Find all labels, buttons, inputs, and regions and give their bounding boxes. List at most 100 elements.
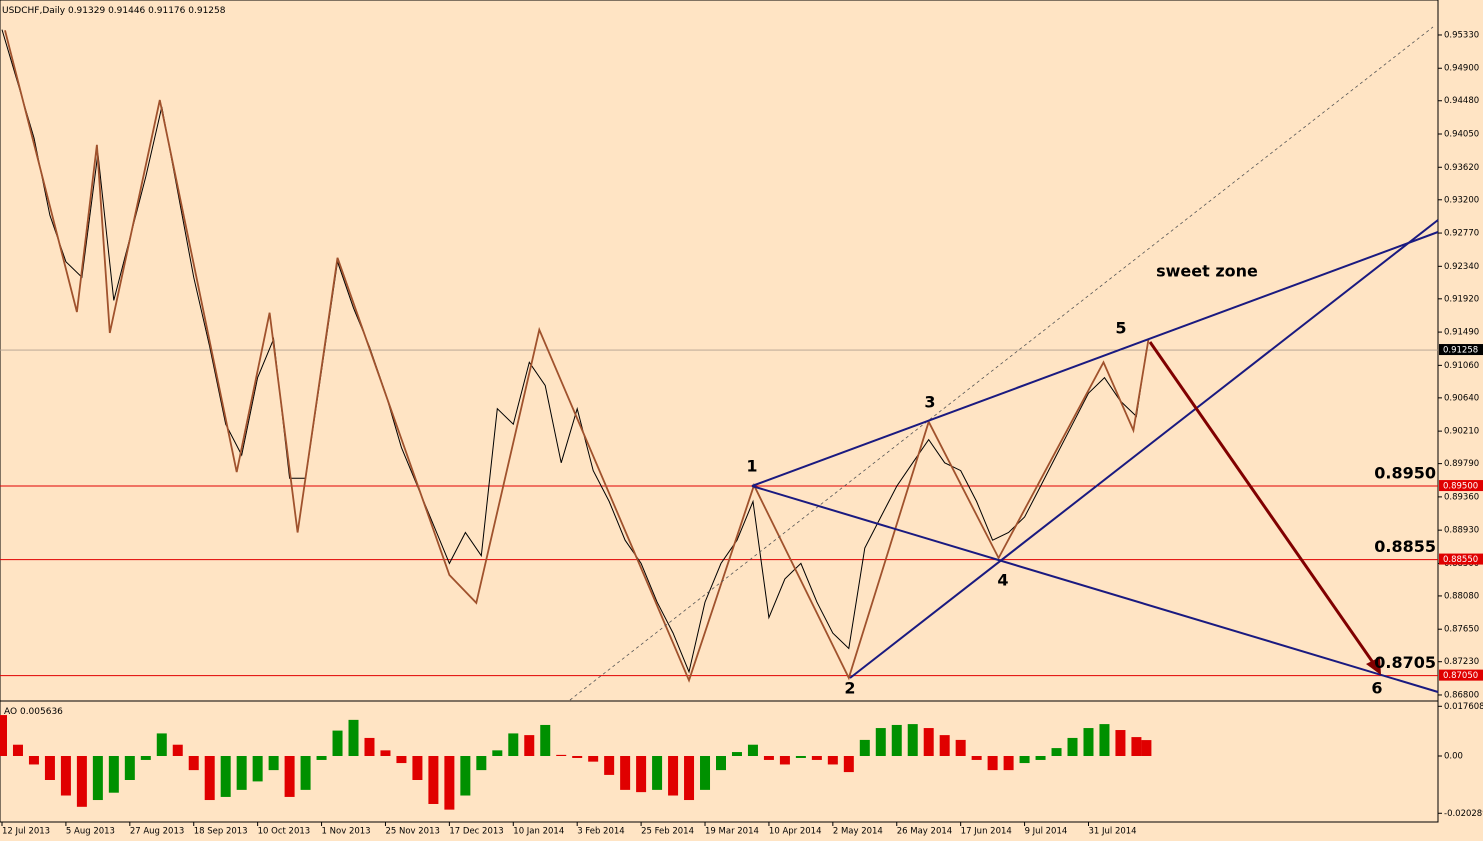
ao-bar [28, 756, 39, 765]
level-axis-label: 0.89500 [1443, 482, 1478, 492]
y-tick-label: 0.91920 [1444, 294, 1479, 304]
ao-bar [252, 756, 263, 782]
y-tick-label: 0.93620 [1444, 163, 1479, 173]
x-tick-label: 10 Apr 2014 [769, 827, 822, 837]
y-tick-label: -0.020289 [1444, 809, 1483, 819]
channel-line [849, 219, 1439, 679]
x-tick-label: 25 Feb 2014 [641, 827, 694, 837]
ao-bar [332, 730, 343, 757]
y-tick-label: 0.90210 [1444, 427, 1479, 437]
level-axis-box [1439, 553, 1483, 565]
plot-frame [0, 0, 1439, 823]
y-tick-label: 0.88930 [1444, 526, 1479, 536]
y-tick-label: 0.90640 [1444, 393, 1479, 403]
y-tick-label: 0.91490 [1444, 328, 1479, 338]
ao-bar [636, 756, 647, 793]
x-tick-label: 12 Jul 2013 [2, 827, 50, 837]
ao-bar [1067, 737, 1078, 757]
ao-bar [140, 756, 151, 760]
ao-bar [300, 756, 311, 790]
ao-bar [156, 733, 167, 757]
ao-bar [220, 756, 231, 797]
lower-trendline [751, 485, 1439, 693]
ao-bar [971, 756, 982, 760]
ao-title: AO 0.005636 [4, 707, 63, 717]
y-tick-label: 0.87230 [1444, 657, 1479, 667]
ao-bar [508, 733, 519, 757]
wave-label: 2 [844, 679, 855, 698]
wave-label: 3 [924, 393, 935, 412]
ao-bar [1115, 730, 1126, 757]
ao-bar [1019, 756, 1030, 764]
ao-bar [76, 756, 87, 807]
fib-line [569, 26, 1434, 701]
ao-bar [124, 756, 135, 780]
x-tick-label: 10 Oct 2013 [258, 827, 311, 837]
ao-bar [955, 739, 966, 757]
level-label: 0.8950 [1374, 464, 1436, 483]
ao-bar [652, 756, 663, 790]
wave-label: 6 [1371, 679, 1382, 698]
ao-bar [204, 756, 215, 801]
ao-bar [284, 756, 295, 797]
x-tick-label: 1 Nov 2013 [322, 827, 371, 837]
level-axis-box [1439, 480, 1483, 492]
ao-bar [396, 756, 407, 764]
ao-bar [460, 756, 471, 796]
y-tick-label: 0.93200 [1444, 195, 1479, 205]
y-tick-label: 0.00 [1444, 752, 1463, 762]
ao-bar [0, 715, 7, 757]
y-tick-label: 0.89790 [1444, 459, 1479, 469]
last-price-label: 0.91258 [1443, 346, 1478, 356]
x-tick-label: 3 Feb 2014 [577, 827, 625, 837]
zigzag-line [4, 30, 1150, 683]
y-tick-label: 0.91060 [1444, 361, 1479, 371]
ao-bar [444, 756, 455, 810]
y-tick-label: 0.88080 [1444, 591, 1479, 601]
ao-bar [540, 724, 551, 757]
y-tick-label: 0.94480 [1444, 96, 1479, 106]
x-tick-label: 9 Jul 2014 [1025, 827, 1068, 837]
upper-trendline [751, 231, 1439, 487]
y-tick-label: 0.94050 [1444, 130, 1479, 140]
x-tick-label: 27 Aug 2013 [130, 827, 184, 837]
ao-bar [923, 728, 934, 757]
ao-bar [604, 756, 615, 775]
x-tick-label: 19 Mar 2014 [705, 827, 759, 837]
y-tick-label: 0.92340 [1444, 262, 1479, 272]
y-tick-label: 0.87650 [1444, 625, 1479, 635]
ao-bar [907, 724, 918, 757]
ao-bar [684, 756, 695, 801]
ao-bar [811, 756, 822, 760]
ao-bar [1099, 724, 1110, 757]
wave-label: 1 [746, 457, 757, 476]
y-tick-label: 0.017608 [1444, 702, 1483, 712]
wave-label: 4 [997, 571, 1008, 590]
ao-bar [428, 756, 439, 804]
ao-bar [108, 756, 119, 793]
ao-bar [412, 756, 423, 780]
x-tick-label: 2 May 2014 [833, 827, 883, 837]
ao-bar [364, 737, 375, 757]
level-axis-label: 0.88550 [1443, 555, 1478, 565]
ao-bar [44, 756, 55, 780]
wave-label: 5 [1115, 319, 1126, 338]
price-line [1, 29, 1147, 674]
ao-bar [939, 735, 950, 757]
ao-bar [348, 719, 359, 757]
ao-bar [188, 756, 199, 771]
level-label: 0.8855 [1374, 537, 1436, 556]
ao-bar [1083, 728, 1094, 757]
ao-bar [556, 754, 567, 757]
level-axis-box [1439, 669, 1483, 681]
last-price-box [1439, 344, 1483, 356]
ao-bar [588, 756, 599, 762]
ao-bar [715, 756, 726, 771]
ao-bar [1003, 756, 1014, 771]
ao-bar [1035, 756, 1046, 760]
ao-bar [779, 756, 790, 765]
ao-bar [524, 735, 535, 757]
ao-bar [700, 756, 711, 790]
y-tick-label: 0.94900 [1444, 64, 1479, 74]
